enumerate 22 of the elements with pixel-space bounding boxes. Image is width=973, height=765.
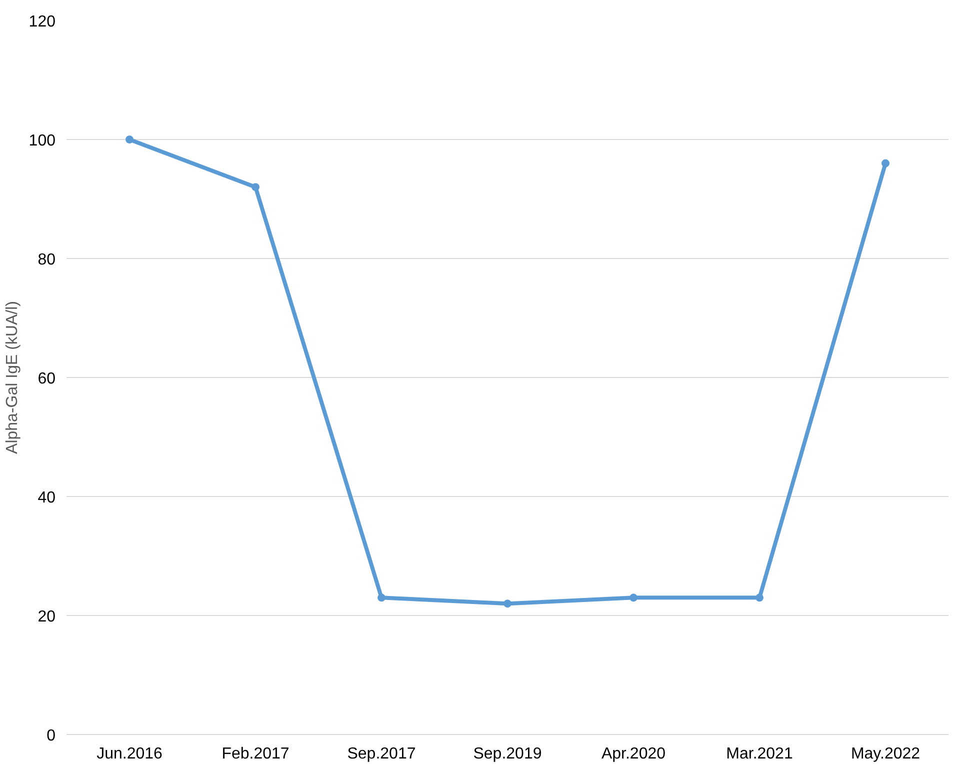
x-tick-label: Jun.2016 — [96, 746, 163, 762]
x-tick-label: May.2022 — [850, 746, 920, 762]
x-tick-label: Feb.2017 — [222, 746, 290, 762]
x-tick-label: Sep.2019 — [473, 746, 542, 762]
point — [756, 594, 764, 602]
point — [252, 183, 260, 192]
point — [378, 594, 386, 602]
y-tick-label: 60 — [38, 370, 56, 388]
y-axis-title: Alpha-Gal IgE (kUA/l) — [4, 301, 21, 454]
y-tick-label: 20 — [38, 608, 56, 626]
y-tick-label: 80 — [38, 252, 56, 268]
point — [630, 594, 638, 602]
x-tick-label: Mar.2021 — [726, 746, 793, 762]
point — [504, 600, 512, 608]
x-tick-label: Apr.2020 — [601, 746, 666, 762]
y-tick-label: 120 — [28, 14, 56, 30]
y-tick-label: 100 — [28, 132, 56, 150]
y-tick-label: 0 — [46, 728, 56, 744]
point — [126, 136, 134, 144]
y-tick-label: 40 — [38, 490, 56, 506]
point — [882, 159, 890, 168]
x-tick-label: Sep.2017 — [347, 746, 416, 762]
